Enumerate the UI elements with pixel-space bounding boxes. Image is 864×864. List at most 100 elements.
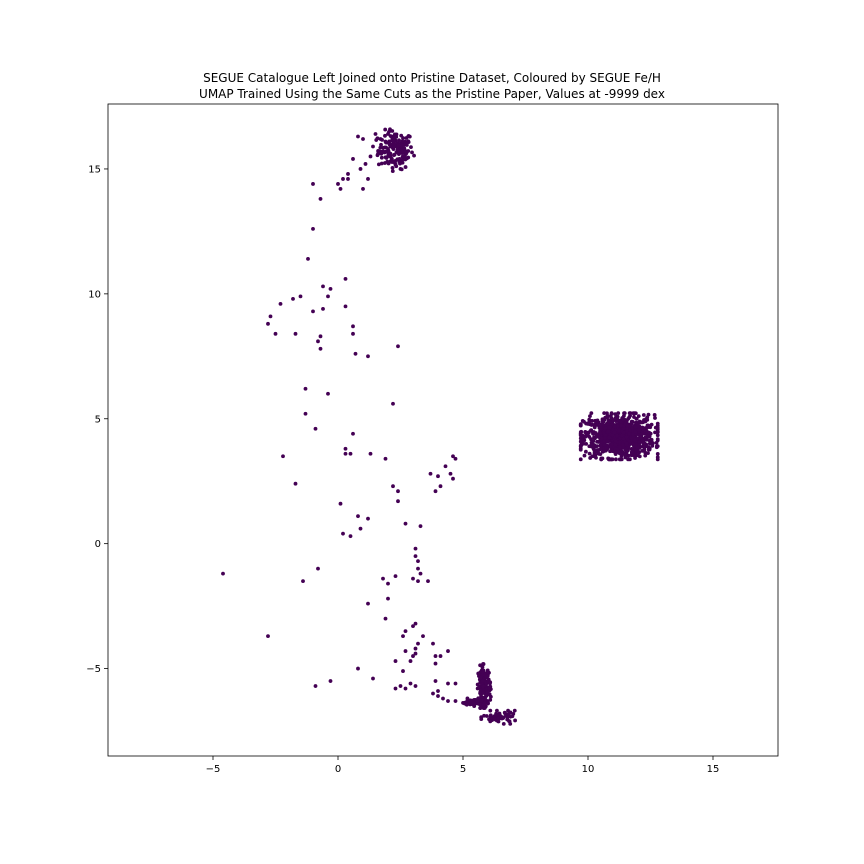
data-point — [623, 452, 628, 457]
data-point — [629, 419, 634, 424]
data-point — [321, 284, 325, 289]
data-point — [589, 428, 594, 433]
data-point — [446, 649, 450, 653]
data-point — [376, 162, 381, 167]
data-point — [396, 489, 400, 494]
data-point — [406, 139, 411, 144]
y-tick-label: 10 — [88, 289, 101, 300]
data-point — [391, 401, 395, 406]
data-point — [343, 446, 348, 451]
data-point — [580, 418, 585, 423]
data-point — [346, 172, 350, 176]
data-point — [614, 457, 618, 462]
data-point — [595, 418, 600, 423]
data-point — [383, 155, 388, 160]
data-point — [578, 457, 583, 462]
data-point — [605, 415, 610, 420]
data-point — [603, 426, 608, 431]
data-point — [655, 433, 660, 438]
data-point — [303, 411, 308, 416]
data-point — [413, 684, 418, 688]
data-point — [611, 427, 615, 432]
data-point — [616, 428, 621, 433]
data-point — [639, 435, 644, 440]
data-point — [641, 413, 646, 417]
data-point — [602, 443, 607, 448]
data-point — [266, 321, 270, 326]
data-point — [326, 294, 330, 299]
data-point — [598, 430, 602, 435]
data-point — [506, 708, 510, 713]
data-point — [356, 666, 360, 671]
data-point — [488, 698, 493, 702]
data-point — [356, 134, 360, 139]
data-point — [623, 455, 628, 460]
data-point — [597, 435, 602, 440]
data-point — [625, 423, 630, 428]
data-point — [397, 138, 401, 143]
data-point — [401, 669, 405, 673]
data-point — [609, 412, 614, 416]
data-point — [381, 145, 386, 150]
data-point — [630, 451, 635, 456]
data-point — [401, 136, 405, 140]
points-layer — [221, 127, 660, 726]
data-point — [621, 430, 626, 435]
data-point — [479, 698, 484, 703]
data-point — [498, 713, 502, 718]
chart-title: SEGUE Catalogue Left Joined onto Pristin… — [203, 71, 661, 85]
data-point — [595, 444, 599, 449]
data-point — [616, 411, 621, 416]
data-point — [366, 516, 370, 521]
data-point — [655, 437, 660, 442]
data-point — [413, 546, 418, 551]
data-point — [311, 227, 315, 231]
data-point — [513, 718, 517, 723]
data-point — [375, 153, 380, 158]
data-point — [621, 436, 626, 441]
data-point — [318, 334, 323, 339]
data-point — [380, 137, 384, 142]
data-point — [604, 446, 608, 450]
data-point — [293, 481, 298, 486]
data-point — [388, 144, 393, 149]
data-point — [464, 702, 469, 707]
data-point — [396, 143, 401, 148]
data-point — [479, 705, 483, 710]
data-point — [386, 581, 390, 586]
data-point — [391, 138, 396, 143]
data-point — [441, 696, 445, 701]
data-point — [446, 699, 450, 703]
data-point — [608, 457, 612, 462]
data-point — [653, 430, 657, 435]
data-point — [475, 686, 480, 691]
data-point — [386, 596, 390, 601]
data-point — [621, 442, 625, 447]
data-point — [631, 432, 635, 437]
data-point — [403, 521, 408, 526]
data-point — [647, 441, 652, 446]
data-point — [613, 442, 618, 447]
data-point — [613, 412, 618, 417]
data-point — [436, 474, 440, 479]
data-point — [646, 451, 650, 455]
data-point — [578, 422, 583, 427]
data-point — [433, 489, 438, 494]
data-point — [396, 344, 400, 349]
data-point — [653, 416, 657, 420]
data-point — [628, 411, 633, 416]
data-point — [599, 446, 603, 451]
data-point — [624, 435, 629, 440]
data-point — [391, 160, 395, 164]
data-point — [486, 700, 490, 705]
data-point — [451, 476, 455, 481]
data-point — [366, 354, 370, 359]
data-point — [495, 716, 500, 721]
data-point — [453, 699, 458, 703]
data-point — [303, 386, 308, 391]
data-point — [413, 651, 418, 656]
data-point — [602, 439, 606, 443]
data-point — [366, 177, 370, 181]
data-point — [590, 454, 595, 459]
